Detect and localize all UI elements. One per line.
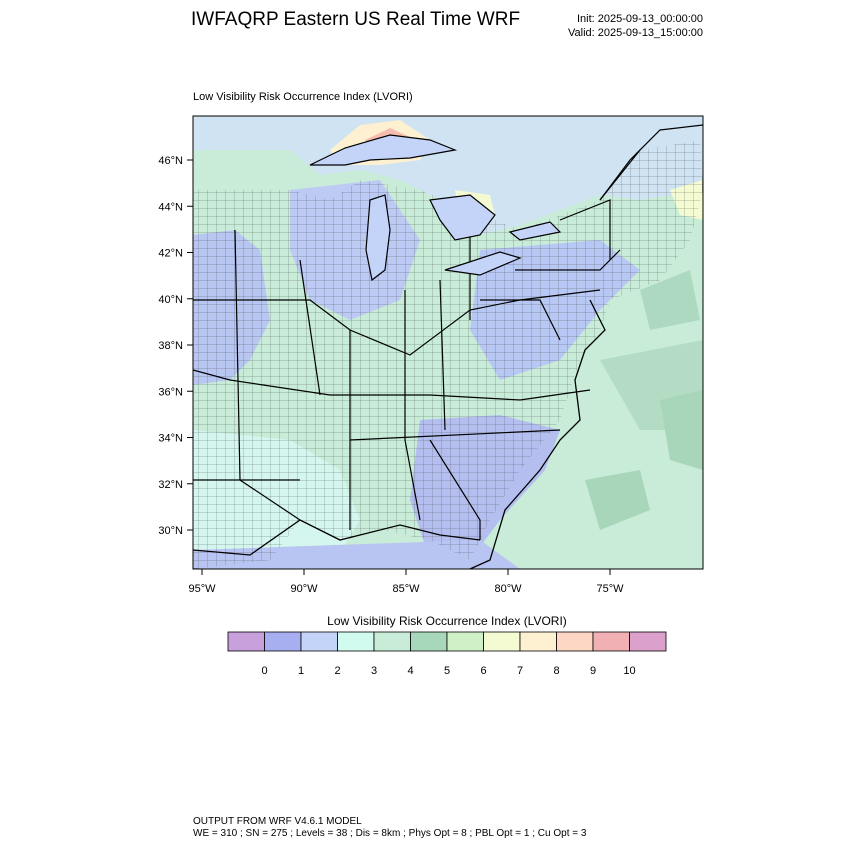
lat-tick-label: 34°N: [158, 433, 183, 445]
canada-border: [599, 124, 703, 201]
plot-title: Low Visibility Risk Occurrence Index (LV…: [193, 91, 413, 103]
footer-config: WE = 310 ; SN = 275 ; Levels = 38 ; Dis …: [193, 828, 587, 839]
colorbar-label: 6: [480, 665, 486, 677]
colorbar-label: 4: [407, 665, 413, 677]
colorbar-swatch: [519, 631, 557, 652]
lon-tick-label: 90°W: [290, 583, 318, 595]
colorbar-swatch: [446, 631, 484, 652]
colorbar-title: Low Visibility Risk Occurrence Index (LV…: [327, 614, 567, 628]
field-green-patch-2: [660, 390, 703, 470]
lon-tick-label: 80°W: [494, 583, 522, 595]
lat-tick-label: 44°N: [158, 201, 183, 213]
lake-huron: [429, 194, 496, 241]
init-time: Init: 2025-09-13_00:00:00: [577, 13, 703, 25]
colorbar: 0 1 2 3 4 5 6 7 8 9 10: [227, 631, 667, 677]
colorbar-label: 8: [553, 665, 559, 677]
valid-time: Valid: 2025-09-13_15:00:00: [568, 27, 703, 39]
lat-tick-label: 30°N: [158, 525, 183, 537]
map-frame: [192, 115, 704, 570]
great-lakes: [309, 134, 562, 282]
colorbar-swatch: [300, 631, 338, 652]
colorbar-label: 3: [371, 665, 377, 677]
colorbar-label: 0: [261, 665, 267, 677]
colorbar-swatch: [227, 631, 265, 652]
lat-tick-label: 40°N: [158, 294, 183, 306]
colorbar-swatch: [483, 631, 521, 652]
colorbar-label: 10: [623, 665, 635, 677]
longitude-ticks: 95°W 90°W 85°W 80°W 75°W: [188, 569, 624, 595]
lake-erie: [444, 251, 522, 276]
lake-superior: [309, 134, 458, 166]
colorbar-label: 1: [298, 665, 304, 677]
field-green-patch: [585, 470, 650, 530]
colorbar-label: 9: [590, 665, 596, 677]
colorbar-swatch: [373, 631, 411, 652]
lon-tick-label: 85°W: [392, 583, 420, 595]
lat-tick-label: 38°N: [158, 340, 183, 352]
map-area: [193, 116, 703, 569]
gulf-coastline: [193, 519, 481, 556]
lake-michigan: [365, 194, 391, 282]
colorbar-swatch: [410, 631, 448, 652]
colorbar-label: 7: [517, 665, 523, 677]
lat-tick-label: 42°N: [158, 248, 183, 260]
canada-region: [193, 116, 703, 235]
colorbar-swatch: [629, 631, 667, 652]
colorbar-swatch: [556, 631, 594, 652]
colorbar-swatch: [592, 631, 630, 652]
lat-tick-label: 36°N: [158, 386, 183, 398]
county-lines: [193, 140, 703, 569]
lake-ontario: [508, 221, 562, 241]
colorbar-swatch: [337, 631, 375, 652]
lat-tick-label: 46°N: [158, 155, 183, 167]
colorbar-label: 2: [334, 665, 340, 677]
field-green-patch-3: [640, 270, 700, 330]
colorbar-label: 5: [444, 665, 450, 677]
lon-tick-label: 75°W: [596, 583, 624, 595]
atlantic-coastline: [469, 299, 606, 569]
lat-tick-label: 32°N: [158, 479, 183, 491]
latitude-ticks: 46°N 44°N 42°N 40°N 38°N 36°N 34°N 32°N 30°N: [158, 155, 193, 537]
lon-tick-label: 95°W: [188, 583, 216, 595]
state-boundaries: [193, 149, 641, 540]
main-title: IWFAQRP Eastern US Real Time WRF: [191, 9, 521, 30]
footer-model: OUTPUT FROM WRF V4.6.1 MODEL: [193, 816, 362, 827]
colorbar-swatch: [264, 631, 302, 652]
